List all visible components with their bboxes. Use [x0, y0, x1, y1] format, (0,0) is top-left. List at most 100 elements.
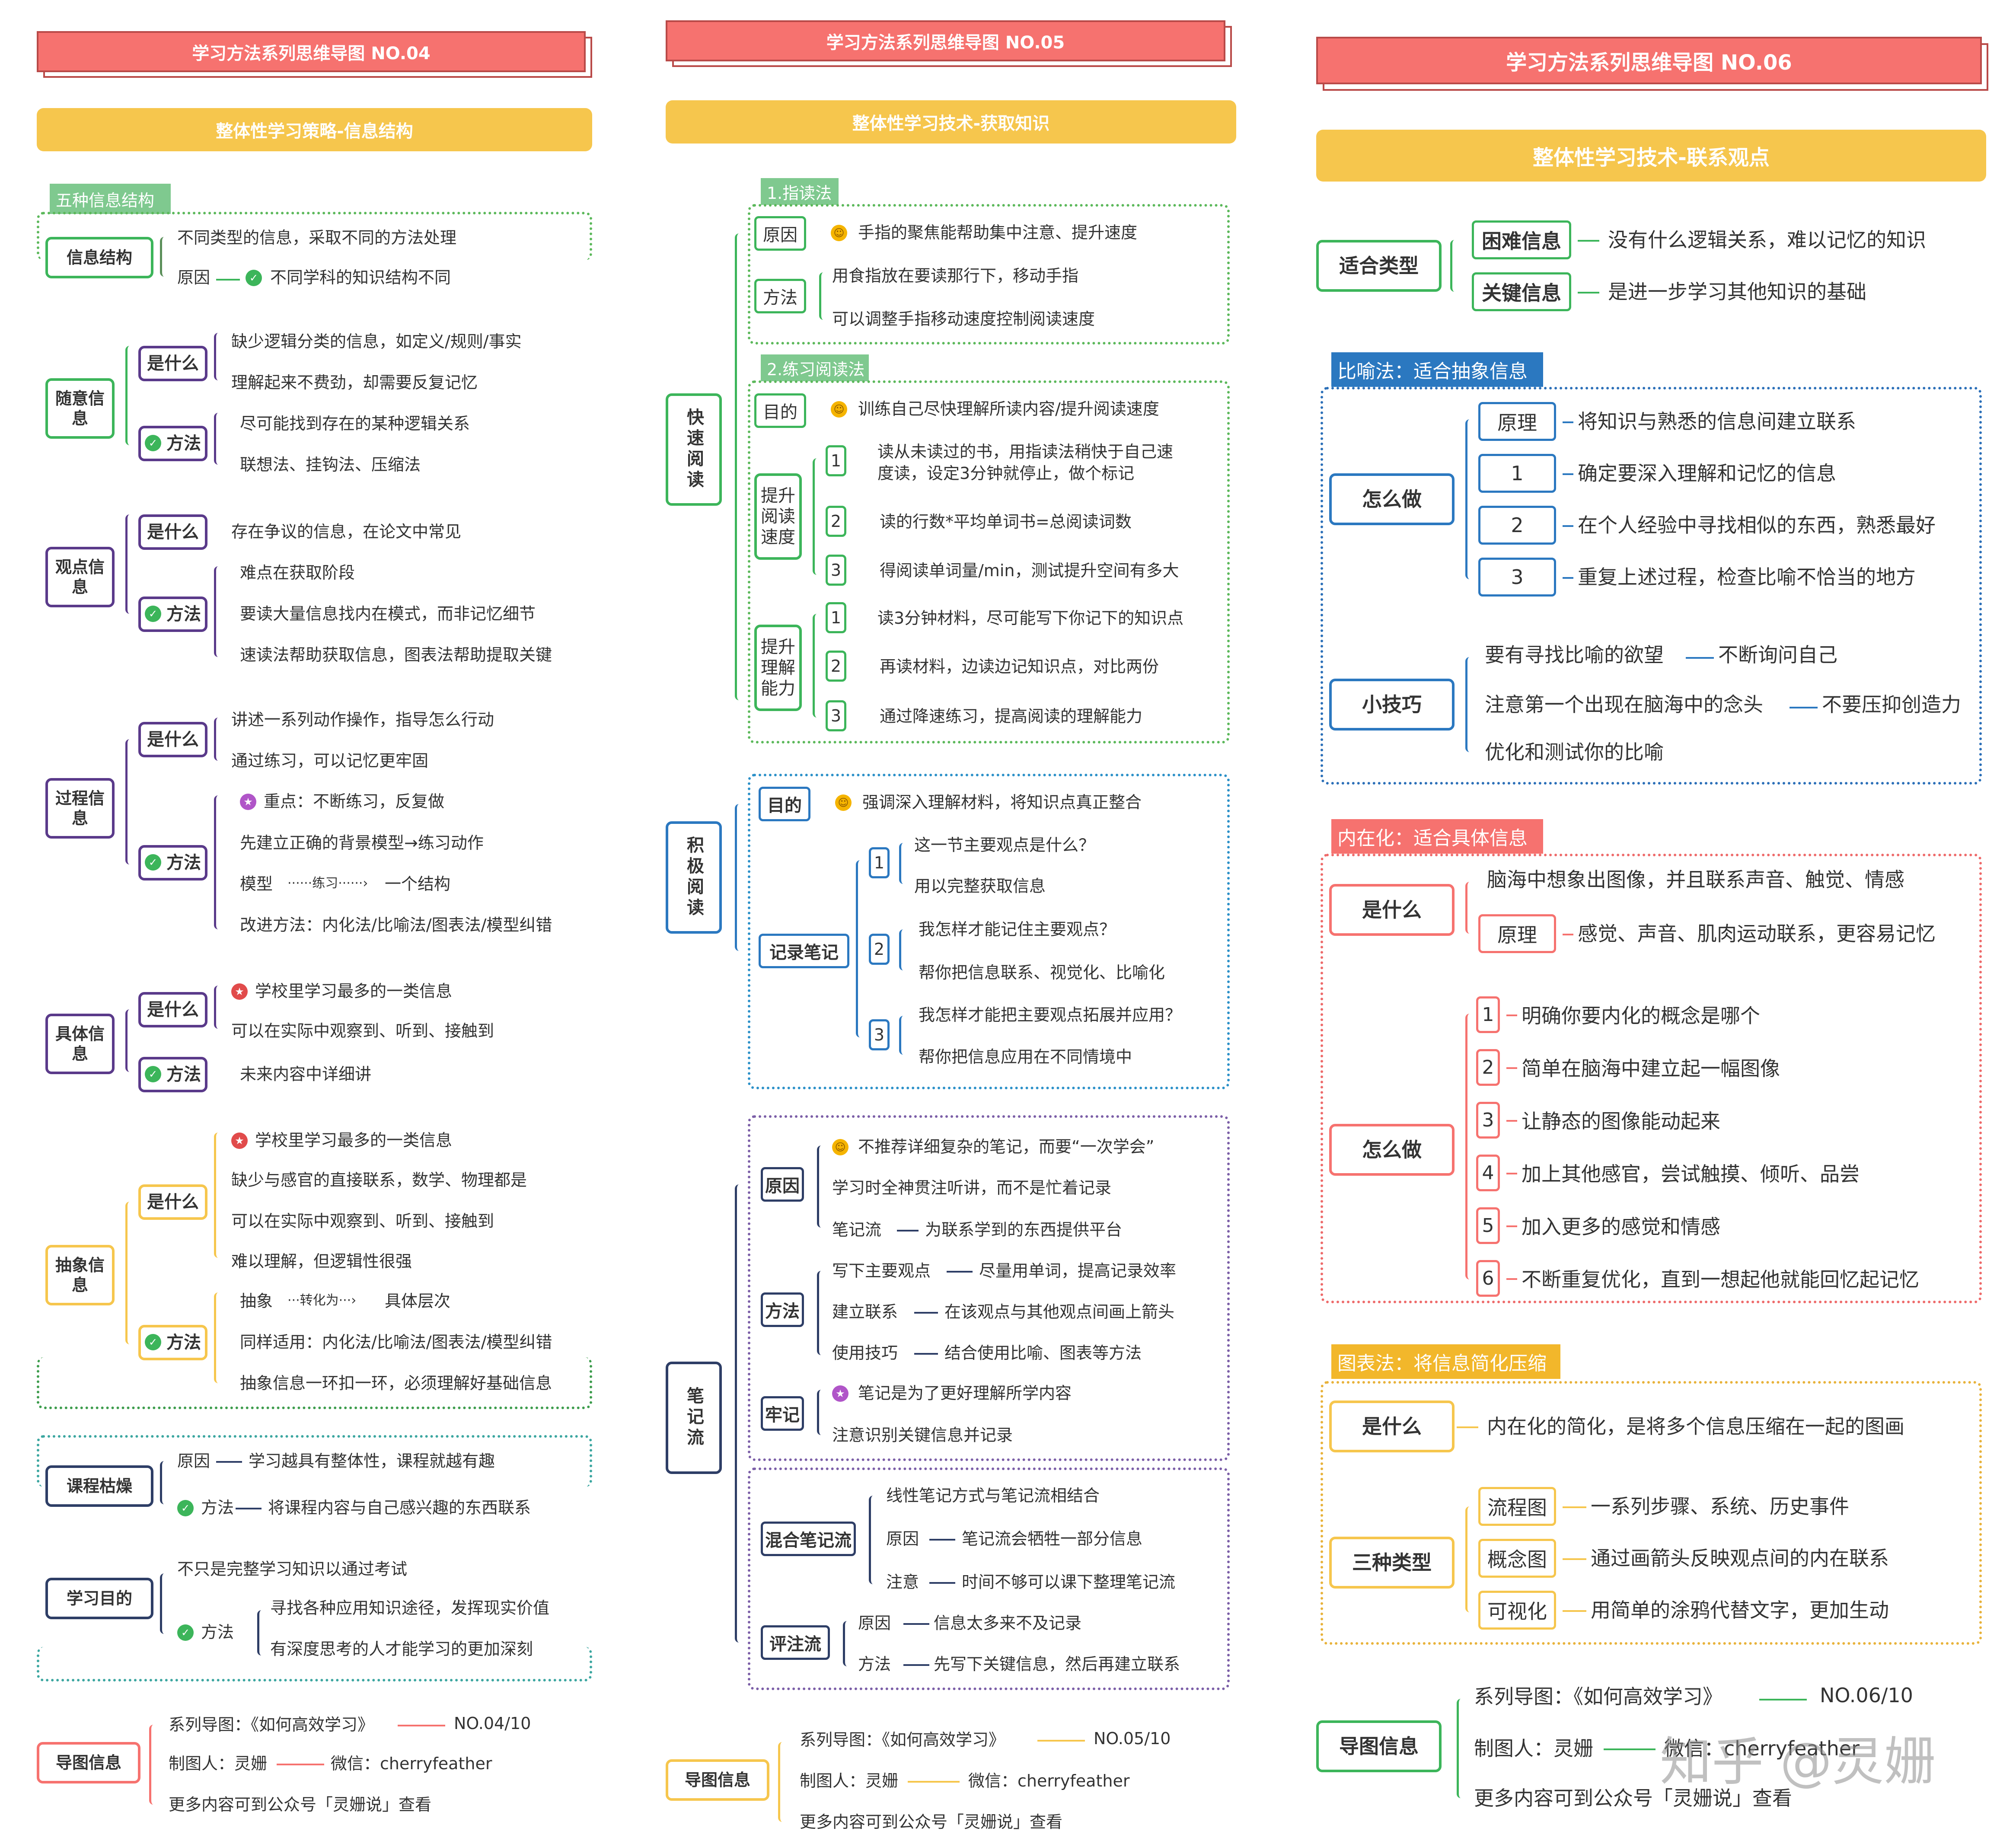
step-number: 2: [826, 651, 846, 682]
node-text: 是进一步学习其他知识的基础: [1608, 280, 1866, 304]
node-abstract-info: 抽象信息: [45, 1245, 115, 1305]
branch-line: [813, 614, 821, 718]
node-text: 学习越具有整体性，课程就越有趣: [249, 1452, 495, 1471]
branch-line: [125, 1202, 134, 1344]
node-text: 训练自己尽快理解所读内容/提升阅读速度: [858, 399, 1159, 419]
node-how-to: 怎么做: [1329, 473, 1455, 525]
node-text: 学习时全神贯注听讲，而不是忙着记录: [832, 1178, 1112, 1198]
branch-line: [1457, 1699, 1465, 1798]
connector-line: [277, 1764, 324, 1765]
branch-line: [214, 1292, 223, 1383]
node-text: 更多内容可到公众号「灵姗说」查看: [169, 1795, 432, 1815]
region-border: [748, 1115, 1230, 1461]
node-text: 尽量用单词，提高记录效率: [979, 1261, 1177, 1281]
step-number: 3: [826, 700, 846, 731]
node-note-flow: 笔记流: [666, 1362, 722, 1474]
goal-label: 目的: [754, 393, 806, 428]
connector-line: [236, 1508, 262, 1509]
node-text: 不同类型的信息，采取不同的方法处理: [177, 228, 457, 248]
node-text: 加入更多的感觉和情感: [1522, 1215, 1720, 1239]
step-number: 4: [1476, 1155, 1500, 1191]
node-text: 在个人经验中寻找相似的东西，熟悉最好: [1578, 514, 1936, 537]
what-label: 是什么: [138, 1184, 207, 1220]
connector-line: [1563, 421, 1573, 423]
node-tips: 小技巧: [1329, 679, 1455, 731]
remember-label: 牢记: [761, 1396, 804, 1431]
branch-line: [899, 843, 908, 884]
node-text: 读3分钟材料，尽可能写下你记下的知识点: [877, 609, 1184, 628]
chart-type-label: 流程图: [1478, 1487, 1556, 1526]
section-tag: 2.练习阅读法: [761, 354, 869, 381]
node-text: ···转化为···›: [287, 1293, 357, 1308]
page-title: 学习方法系列思维导图 NO.06: [1316, 37, 1982, 84]
smile-icon: ☺: [832, 1139, 849, 1155]
node-text: 重点：不断练习，反复做: [264, 792, 445, 811]
branch-line: [125, 514, 134, 614]
step-number: 5: [1476, 1207, 1500, 1244]
star-icon: ★: [832, 1385, 849, 1402]
region-border: [1321, 387, 1982, 785]
step-number: 3: [826, 555, 846, 586]
step-number: 1: [826, 602, 846, 633]
node-text: 微信：cherryfeather: [1664, 1737, 1860, 1761]
node-text: 手指的聚焦能帮助集中注意、提升速度: [858, 223, 1138, 242]
step-number: 1: [1476, 996, 1500, 1033]
node-text: 我怎样才能记住主要观点？: [919, 920, 1116, 939]
node-text: 强调深入理解材料，将知识点真正整合: [862, 793, 1142, 812]
node-text: 尽可能找到存在的某种逻辑关系: [240, 414, 470, 434]
node-text: 用以完整获取信息: [914, 877, 1046, 896]
node-text: 写下主要观点: [832, 1261, 931, 1281]
node-text: 结合使用比喻、图表等方法: [944, 1343, 1142, 1363]
node-text: NO.06/10: [1820, 1684, 1913, 1707]
principle-label: 原理: [1478, 914, 1556, 953]
branch-line: [160, 1461, 169, 1504]
check-icon: ✓: [145, 1334, 161, 1350]
connector-line: [1457, 1426, 1478, 1428]
node-text: 用简单的涂鸦代替文字，更加生动: [1591, 1598, 1889, 1622]
branch-line: [817, 1145, 826, 1228]
section-tag: 1.指读法: [761, 178, 839, 205]
method-label: 方法: [138, 1057, 207, 1092]
node-text: 未来内容中详细讲: [240, 1065, 372, 1084]
star-icon: ★: [240, 794, 256, 810]
connector-line: [908, 1781, 960, 1783]
chart-type-label: 概念图: [1478, 1539, 1556, 1578]
node-text: 原因: [858, 1614, 891, 1633]
branch-line: [817, 1390, 826, 1435]
node-text: 得阅读单词量/min，测试提升空间有多大: [880, 561, 1179, 581]
region-border: [748, 204, 1230, 345]
connector-line: [1563, 1558, 1586, 1560]
branch-line: [214, 413, 223, 465]
node-text: 将知识与熟悉的信息间建立联系: [1578, 410, 1856, 434]
method-label: 方法: [201, 1623, 234, 1642]
step-number: 1: [869, 847, 890, 878]
connector-line: [903, 1623, 929, 1625]
chart-type-label: 可视化: [1478, 1591, 1556, 1630]
node-text: 我怎样才能把主要观点拓展并应用？: [919, 1005, 1182, 1025]
branch-line: [819, 272, 828, 320]
what-label: 是什么: [138, 514, 207, 550]
node-text: 通过练习，可以记忆更牢固: [231, 751, 429, 771]
region-border: [37, 1357, 592, 1409]
what-label: 是什么: [138, 346, 207, 381]
branch-line: [778, 1742, 787, 1822]
connector-line: [216, 1461, 242, 1463]
reason-label: 原因: [177, 1452, 211, 1471]
key-info-label: 关键信息: [1472, 272, 1571, 311]
node-text: 感觉、声音、肌肉运动联系，更容易记忆: [1578, 922, 1936, 946]
connector-line: [914, 1353, 938, 1355]
branch-line: [735, 804, 743, 951]
step-number: 3: [1478, 558, 1556, 597]
step-number: 3: [869, 1019, 890, 1050]
branch-line: [149, 1725, 158, 1805]
node-text: 度读，设定3分钟就停止，做个标记: [877, 464, 1135, 483]
check-icon: ✓: [145, 1066, 161, 1082]
mixed-note-label: 混合笔记流: [761, 1522, 856, 1556]
branch-line: [214, 566, 223, 657]
node-text: NO.05/10: [1094, 1729, 1171, 1748]
node-text: 同样适用：内化法/比喻法/图表法/模型纠错: [240, 1333, 552, 1352]
node-study-goal: 学习目的: [45, 1578, 153, 1619]
node-speed-reading: 快速阅读: [666, 393, 722, 506]
branch-line: [214, 795, 223, 929]
